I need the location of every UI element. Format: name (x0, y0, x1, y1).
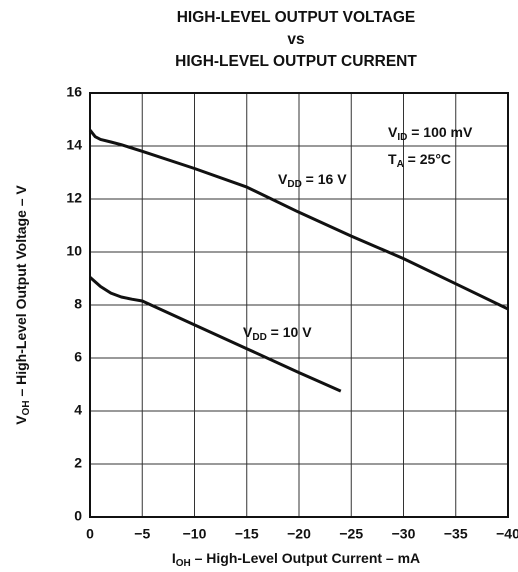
y-tick-label: 12 (66, 190, 82, 206)
series-label-text: = 10 V (267, 324, 312, 340)
y-tick-label: 10 (66, 243, 82, 259)
y-tick-label: 2 (74, 455, 82, 471)
series-label-sub: DD (287, 179, 301, 190)
annotation-base: V (388, 124, 398, 140)
chart-title: HIGH-LEVEL OUTPUT VOLTAGE (177, 9, 416, 26)
x-tick-label: −10 (183, 526, 207, 542)
annotation-sub: ID (397, 132, 407, 143)
plot-frame (89, 92, 509, 518)
y-axis-label: VOH – High-Level Output Voltage – V (13, 185, 32, 425)
x-tick-label: −30 (392, 526, 416, 542)
series-label-text: = 16 V (302, 171, 347, 187)
x-tick-label: −20 (287, 526, 311, 542)
line (88, 129, 509, 311)
line (89, 276, 342, 393)
series-label-sub: DD (252, 332, 266, 343)
x-axis-label-text: – High-Level Output Current – mA (191, 550, 420, 566)
y-axis-label-sub: OH (21, 400, 32, 415)
x-tick-label: −40 (496, 526, 518, 542)
annotation: VID = 100 mV (388, 124, 473, 143)
annotation: TA = 25°C (388, 151, 451, 170)
y-axis-label-text: – High-Level Output Voltage – V (13, 185, 29, 401)
annotation-base: T (388, 151, 397, 167)
x-axis-label-base: I (172, 550, 176, 566)
chart-title: HIGH-LEVEL OUTPUT CURRENT (175, 53, 417, 70)
y-tick-label: 6 (74, 349, 82, 365)
x-axis-label-sub: OH (176, 558, 191, 569)
y-tick-label: 0 (74, 508, 82, 524)
y-tick-label: 8 (74, 296, 82, 312)
y-tick-label: 14 (66, 137, 82, 153)
chart-title: vs (287, 31, 304, 48)
annotation-text: = 25°C (404, 151, 451, 167)
y-tick-label: 4 (74, 402, 82, 418)
y-tick-label: 16 (66, 84, 82, 100)
x-tick-label: −35 (444, 526, 468, 542)
series-label: VDD = 16 V (278, 171, 347, 190)
x-axis-label: IOH – High-Level Output Current – mA (172, 550, 420, 569)
x-tick-label: 0 (86, 526, 94, 542)
annotation-text: = 100 mV (407, 124, 473, 140)
series-label-base: V (243, 324, 253, 340)
x-tick-label: −25 (339, 526, 363, 542)
series-label-base: V (278, 171, 288, 187)
y-axis-label-base: V (13, 415, 29, 425)
series-label: VDD = 10 V (243, 324, 312, 343)
x-tick-label: −15 (235, 526, 259, 542)
annotation-sub: A (397, 159, 404, 170)
x-tick-label: −5 (134, 526, 150, 542)
